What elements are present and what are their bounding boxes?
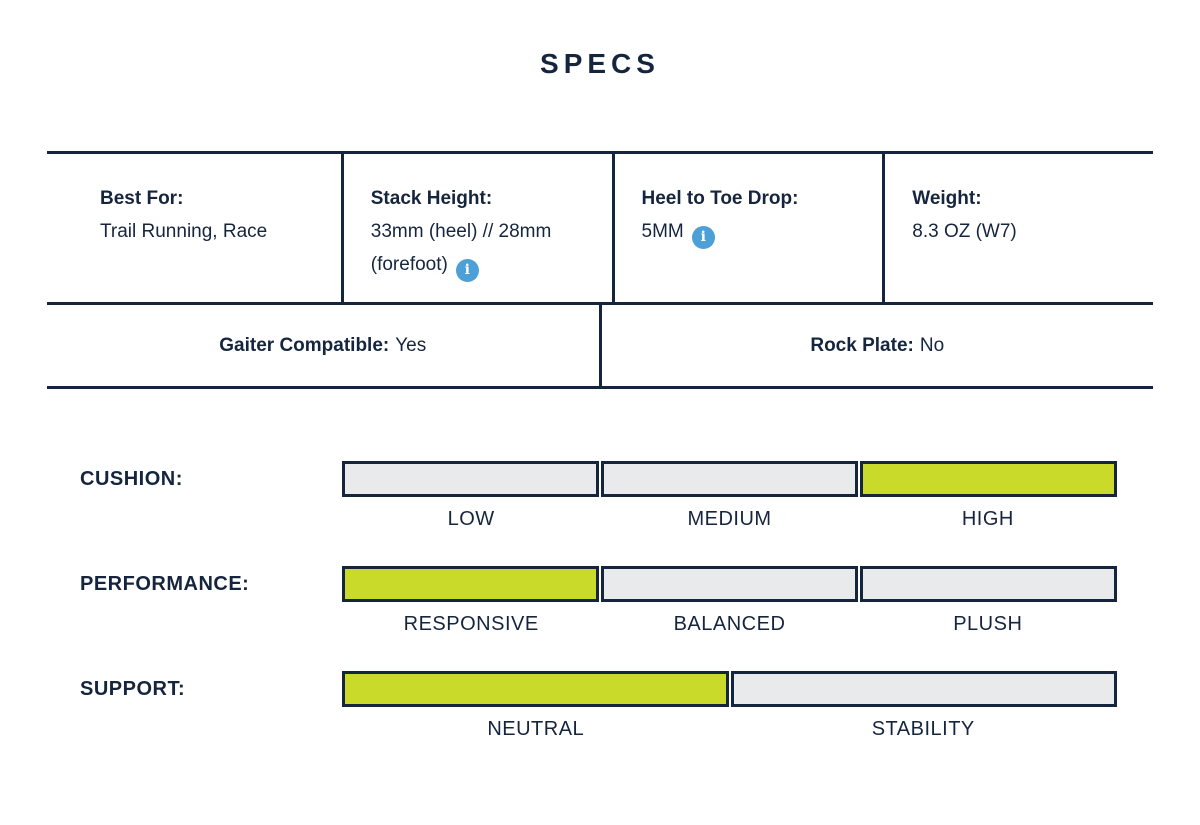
spec-cell-stack-height: Stack Height: 33mm (heel) // 28mm (foref… [340, 154, 612, 302]
spec-value-text: 33mm (heel) // 28mm (forefoot) [370, 221, 552, 275]
slider-segment-balanced [601, 566, 858, 602]
spec-value-weight: 8.3 OZ (W7) [912, 221, 1017, 242]
tick-label-low: LOW [447, 508, 495, 530]
rating-sliders: CUSHION: LOW MEDIUM HIGH PERFORMANCE: R [80, 461, 1200, 741]
spec-value-gaiter-compatible: Yes [395, 334, 427, 356]
slider-label-support: SUPPORT: [80, 678, 186, 700]
tick-label-responsive: RESPONSIVE [403, 613, 539, 635]
specs-table-row-1: Best For: Trail Running, Race Stack Heig… [47, 154, 1153, 302]
page-title: SPECS [540, 48, 660, 79]
slider-segment-responsive [342, 566, 599, 602]
slider-body: RESPONSIVE BALANCED PLUSH [342, 566, 1117, 636]
slider-label-performance: PERFORMANCE: [80, 573, 250, 595]
spec-value-best-for: Trail Running, Race [100, 221, 268, 242]
spec-label-rock-plate: Rock Plate: [810, 334, 914, 356]
slider-ticks-cushion: LOW MEDIUM HIGH [342, 508, 1117, 531]
slider-segment-neutral [342, 671, 729, 707]
tick-label-balanced: BALANCED [673, 613, 786, 635]
slider-ticks-support: NEUTRAL STABILITY [342, 718, 1117, 741]
slider-segment-medium [601, 461, 858, 497]
spec-cell-weight: Weight: 8.3 OZ (W7) [882, 154, 1153, 302]
specs-table-row-2: Gaiter Compatible: Yes Rock Plate: No [47, 302, 1153, 386]
spec-value-stack-height: 33mm (heel) // 28mm (forefoot) i [371, 215, 594, 282]
spec-cell-heel-toe-drop: Heel to Toe Drop: 5MM i [611, 154, 883, 302]
slider-segment-plush [860, 566, 1117, 602]
info-icon[interactable]: i [455, 258, 479, 282]
tick-label-neutral: NEUTRAL [487, 718, 585, 740]
slider-body: NEUTRAL STABILITY [342, 671, 1117, 741]
slider-body: LOW MEDIUM HIGH [342, 461, 1117, 531]
spec-cell-gaiter-compatible: Gaiter Compatible: Yes [47, 305, 599, 386]
slider-performance: PERFORMANCE: RESPONSIVE BALANCED PLUSH [80, 566, 1200, 636]
spec-label-heel-toe-drop: Heel to Toe Drop: [641, 188, 799, 209]
slider-segment-stability [730, 671, 1117, 707]
slider-ticks-performance: RESPONSIVE BALANCED PLUSH [342, 613, 1117, 636]
slider-bar-support [342, 671, 1117, 707]
tick-label-plush: PLUSH [953, 613, 1023, 635]
tick-label-medium: MEDIUM [687, 508, 772, 530]
spec-cell-rock-plate: Rock Plate: No [598, 305, 1154, 386]
slider-bar-performance [342, 566, 1117, 602]
spec-value-heel-toe-drop: 5MM i [642, 215, 865, 249]
specs-table: Best For: Trail Running, Race Stack Heig… [47, 151, 1153, 389]
slider-label-cushion: CUSHION: [80, 468, 183, 490]
tick-label-stability: STABILITY [871, 718, 975, 740]
slider-bar-cushion [342, 461, 1117, 497]
slider-segment-high [860, 461, 1117, 497]
spec-label-weight: Weight: [912, 188, 982, 209]
spec-label-gaiter-compatible: Gaiter Compatible: [219, 334, 390, 356]
slider-support: SUPPORT: NEUTRAL STABILITY [80, 671, 1200, 741]
spec-value-rock-plate: No [919, 334, 945, 356]
slider-cushion: CUSHION: LOW MEDIUM HIGH [80, 461, 1200, 531]
slider-segment-low [342, 461, 599, 497]
info-icon[interactable]: i [691, 225, 715, 249]
spec-value-text: 5MM [641, 221, 684, 242]
spec-cell-best-for: Best For: Trail Running, Race [47, 154, 341, 302]
spec-label-stack-height: Stack Height: [370, 188, 493, 209]
spec-label-best-for: Best For: [100, 188, 184, 209]
tick-label-high: HIGH [961, 508, 1014, 530]
